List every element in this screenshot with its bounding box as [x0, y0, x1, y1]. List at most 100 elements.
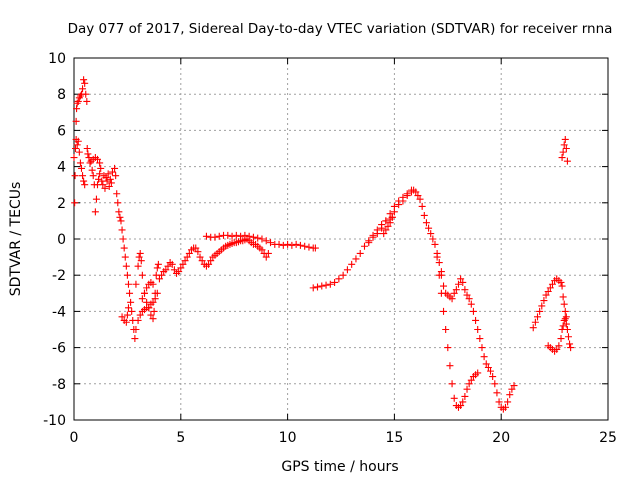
data-point — [311, 244, 319, 252]
data-point — [561, 307, 569, 315]
data-point — [534, 313, 542, 321]
data-point — [215, 232, 223, 240]
data-point — [149, 280, 157, 288]
data-point — [314, 283, 322, 291]
data-point — [85, 154, 93, 162]
data-point — [149, 298, 157, 306]
data-point — [296, 241, 304, 249]
data-point — [437, 271, 445, 279]
data-point — [147, 311, 155, 319]
data-point — [335, 275, 343, 283]
data-point — [93, 155, 101, 163]
data-point — [435, 259, 443, 267]
data-point — [504, 398, 512, 406]
data-point — [170, 266, 178, 274]
data-point — [558, 282, 566, 290]
data-point — [72, 117, 80, 125]
data-point — [440, 307, 448, 315]
data-point — [232, 231, 240, 239]
data-point — [560, 141, 568, 149]
data-point — [118, 313, 126, 321]
data-point — [463, 385, 471, 393]
data-point — [134, 316, 142, 324]
data-point — [309, 284, 317, 292]
data-point — [73, 105, 81, 113]
data-point — [185, 249, 193, 257]
data-point — [205, 260, 213, 268]
data-point — [207, 257, 215, 265]
data-point — [127, 298, 135, 306]
data-point — [264, 249, 272, 257]
data-point — [119, 235, 127, 243]
data-point — [140, 289, 148, 297]
data-point — [101, 184, 109, 192]
data-point — [531, 318, 539, 326]
data-point — [254, 234, 262, 242]
data-point — [155, 275, 163, 283]
data-point — [153, 264, 161, 272]
y-tick-label: -6 — [52, 341, 66, 357]
data-point — [102, 173, 110, 181]
y-tick-label: 4 — [57, 160, 66, 176]
data-point — [440, 282, 448, 290]
data-point — [104, 170, 112, 178]
data-point — [131, 335, 139, 343]
data-point — [378, 224, 386, 232]
data-point — [77, 164, 85, 172]
data-point — [71, 172, 79, 180]
data-point — [414, 192, 422, 200]
data-point — [459, 398, 467, 406]
data-point — [431, 240, 439, 248]
data-point — [529, 324, 537, 332]
data-point — [472, 316, 480, 324]
data-point — [124, 304, 132, 312]
data-point — [538, 302, 546, 310]
x-tick-label: 15 — [385, 430, 403, 446]
data-point — [365, 239, 373, 247]
data-point — [196, 253, 204, 261]
data-point — [228, 232, 236, 240]
data-point — [245, 232, 253, 240]
data-point — [390, 208, 398, 216]
data-point — [563, 157, 571, 165]
data-point — [82, 90, 90, 98]
data-point — [99, 181, 107, 189]
data-point — [258, 235, 266, 243]
data-point — [343, 266, 351, 274]
data-point — [89, 172, 97, 180]
data-point — [74, 137, 82, 145]
data-point — [73, 141, 81, 149]
data-point — [476, 335, 484, 343]
y-tick-label: 8 — [57, 87, 66, 103]
data-point — [112, 172, 120, 180]
data-point — [145, 304, 153, 312]
data-point — [422, 219, 430, 227]
data-point — [292, 240, 300, 248]
data-point — [143, 298, 151, 306]
y-tick-label: 0 — [57, 232, 66, 248]
data-point — [457, 402, 465, 410]
x-tick-label: 10 — [279, 430, 297, 446]
y-tick-label: -4 — [52, 304, 66, 320]
data-point — [416, 195, 424, 203]
data-point — [132, 280, 140, 288]
data-point — [211, 233, 219, 241]
y-tick-label: 10 — [48, 51, 66, 67]
data-point — [564, 333, 572, 341]
data-point — [128, 307, 136, 315]
data-point — [384, 222, 392, 230]
data-point — [326, 280, 334, 288]
data-point — [118, 226, 126, 234]
data-point — [143, 284, 151, 292]
y-tick-label: -10 — [43, 413, 66, 429]
data-point — [138, 295, 146, 303]
data-point — [491, 380, 499, 388]
data-point — [433, 253, 441, 261]
data-point — [420, 211, 428, 219]
data-point — [305, 243, 313, 251]
sdtvar-series — [70, 76, 575, 413]
data-point — [493, 389, 501, 397]
data-point — [162, 266, 170, 274]
data-point — [444, 344, 452, 352]
